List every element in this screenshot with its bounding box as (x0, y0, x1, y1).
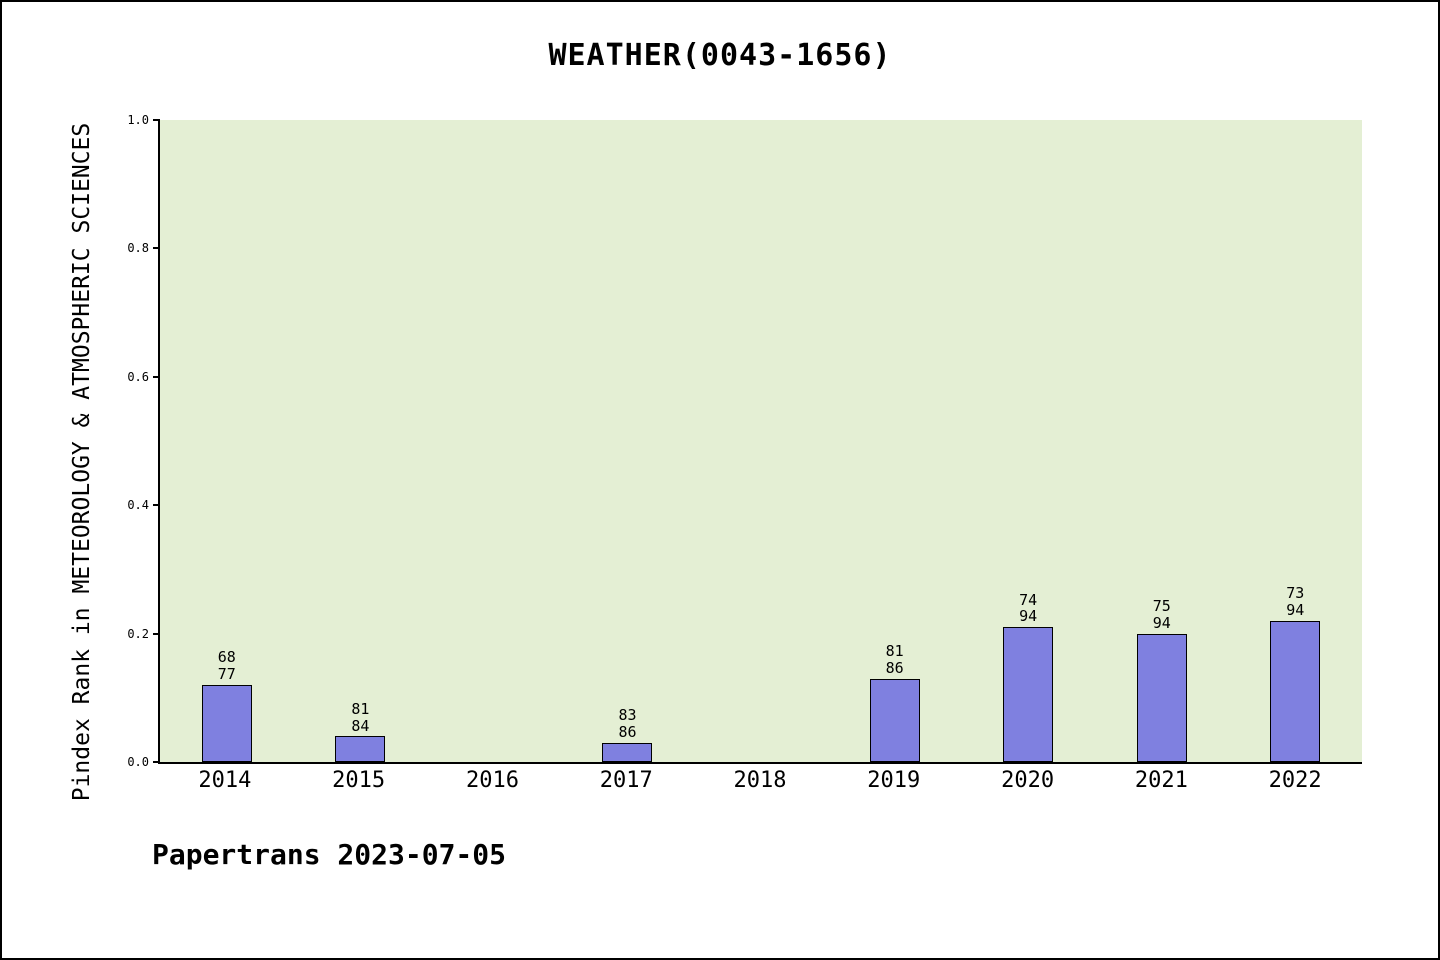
y-tick-label: 0.4 (127, 498, 149, 513)
y-tick-mark (153, 119, 160, 121)
bar-2022: 73 94 (1270, 585, 1321, 762)
y-tick-mark (153, 504, 160, 507)
bar-slot-2014: 68 77 (160, 120, 294, 762)
chart-title: WEATHER(0043-1656) (548, 38, 892, 73)
bar-value-label-2022: 73 94 (1286, 584, 1305, 619)
x-tick-label-2019: 2019 (867, 768, 921, 793)
x-tick-label-2018: 2018 (733, 768, 787, 793)
y-tick: 0.6 (127, 371, 160, 383)
y-tick: 1.0 (127, 114, 160, 126)
plot-area: 0.0 0.2 0.4 0.6 0.8 1.0 68 77 81 84 83 86 81 86 74 94 7… (127, 114, 1362, 768)
bar-slot-2016 (427, 120, 561, 762)
y-tick-mark (153, 247, 160, 250)
x-tick-label-2021: 2021 (1134, 768, 1188, 793)
bar-value-label-2015: 81 84 (351, 699, 370, 735)
y-tick-mark (153, 761, 160, 763)
x-tick-label-2022: 2022 (1268, 768, 1322, 793)
y-axis-title: Pindex Rank in METEOROLOGY & ATMOSPHERIC… (69, 122, 95, 802)
watermark-text: Papertrans 2023-07-05 (152, 838, 507, 871)
x-tick-label-2020: 2020 (1001, 768, 1055, 793)
bar-2017: 83 86 (602, 707, 653, 762)
x-tick-label-2016: 2016 (465, 768, 519, 793)
bar-slot-2015: 81 84 (294, 120, 428, 762)
y-tick-mark (153, 375, 160, 378)
y-tick-label: 0.2 (127, 626, 149, 641)
bar-value-label-2017: 83 86 (618, 706, 637, 741)
y-tick-label: 1.0 (127, 113, 149, 127)
x-tick-label-2015: 2015 (332, 768, 386, 793)
bar-2015: 81 84 (335, 700, 386, 762)
bar-slot-2020: 74 94 (961, 120, 1095, 762)
y-tick-label: 0.6 (127, 369, 149, 384)
y-tick-label: 0.0 (127, 755, 149, 769)
x-axis-labels: 2014 2015 2016 2017 2018 2019 2020 2021 2022 (158, 768, 1362, 793)
bar-value-label-2021: 75 94 (1152, 597, 1171, 632)
bar-slot-2018 (694, 120, 828, 762)
y-tick-mark (153, 632, 160, 635)
y-tick: 0.2 (127, 628, 160, 640)
bar-2021: 75 94 (1136, 598, 1187, 762)
y-tick: 0.8 (127, 242, 160, 254)
bar-slot-2022: 73 94 (1229, 120, 1363, 762)
x-tick-label-2017: 2017 (599, 768, 653, 793)
y-tick: 0.4 (127, 499, 160, 511)
y-axis-ticks: 0.0 0.2 0.4 0.6 0.8 1.0 (127, 114, 1362, 768)
x-tick-label-2014: 2014 (198, 768, 252, 793)
bar-slot-2019: 81 86 (828, 120, 962, 762)
bar-2020: 74 94 (1003, 591, 1054, 762)
bar-2014: 68 77 (201, 649, 252, 762)
bar-value-label-2020: 74 94 (1019, 590, 1038, 626)
bar-2019: 81 86 (869, 643, 920, 762)
y-tick: 0.0 (127, 756, 160, 768)
bar-slot-2021: 75 94 (1095, 120, 1229, 762)
bar-value-label-2014: 68 77 (217, 648, 236, 684)
y-tick-label: 0.8 (127, 241, 149, 256)
bar-slot-2017: 83 86 (561, 120, 695, 762)
bar-value-label-2019: 81 86 (885, 641, 904, 677)
bars-container: 68 77 81 84 83 86 81 86 74 94 75 94 73 94 (160, 120, 1362, 762)
